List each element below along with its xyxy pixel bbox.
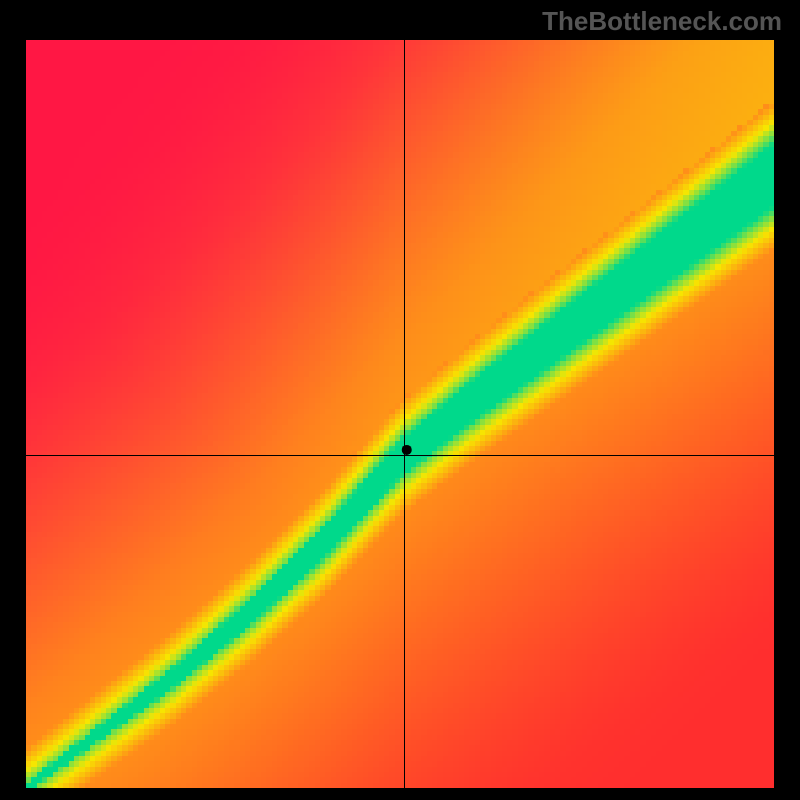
heatmap-canvas	[26, 40, 774, 788]
watermark-text: TheBottleneck.com	[542, 6, 782, 37]
outer-frame: TheBottleneck.com	[0, 0, 800, 800]
bottleneck-heatmap	[26, 40, 774, 788]
